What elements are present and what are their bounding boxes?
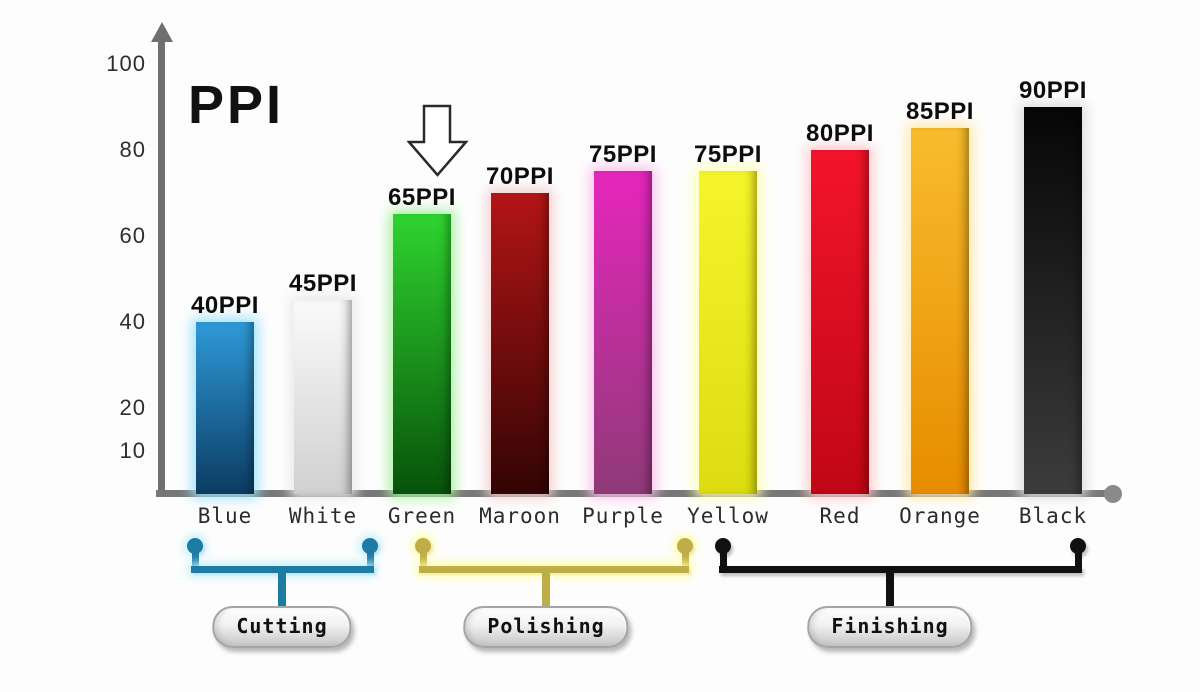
x-tick-label-purple: Purple xyxy=(582,504,664,528)
chart-title: PPI xyxy=(188,75,285,135)
bar-red xyxy=(811,150,869,494)
bar-white xyxy=(294,300,352,494)
x-tick-label-orange: Orange xyxy=(899,504,981,528)
x-tick-label-red: Red xyxy=(819,504,861,528)
bar-value-label: 70PPI xyxy=(486,163,554,190)
bar-purple xyxy=(594,171,652,494)
y-tick-label-20: 20 xyxy=(119,395,146,420)
bar-value-label: 75PPI xyxy=(589,141,657,168)
y-axis xyxy=(158,40,165,494)
bracket-stem-cutting xyxy=(278,573,286,608)
bracket-line-polishing xyxy=(419,566,689,573)
bar-value-label: 40PPI xyxy=(191,292,259,319)
x-tick-label-black: Black xyxy=(1018,504,1088,528)
bracket-stem-polishing xyxy=(542,573,550,608)
bracket-stub-finishing xyxy=(1074,546,1082,573)
group-pill-polishing: Polishing xyxy=(463,606,629,648)
bracket-stub-cutting xyxy=(366,546,374,573)
y-axis-arrowhead-icon xyxy=(151,22,173,42)
group-pill-finishing: Finishing xyxy=(807,606,973,648)
bracket-line-finishing xyxy=(719,566,1082,573)
bracket-stem-finishing xyxy=(886,573,894,608)
group-pill-cutting: Cutting xyxy=(212,606,352,648)
y-tick-label-10: 10 xyxy=(119,438,146,463)
y-tick-label-40: 40 xyxy=(119,309,146,334)
bar-yellow xyxy=(699,171,757,494)
bracket-stub-cutting xyxy=(191,546,199,573)
bar-black xyxy=(1024,107,1082,494)
x-axis-end-dot xyxy=(1104,485,1122,503)
bar-orange xyxy=(911,128,969,494)
y-tick-label-100: 100 xyxy=(106,51,146,76)
bar-maroon xyxy=(491,193,549,494)
x-tick-label-yellow: Yellow xyxy=(687,504,769,528)
y-tick-label-80: 80 xyxy=(119,137,146,162)
bar-value-label: 80PPI xyxy=(806,120,874,147)
bar-green xyxy=(393,214,451,494)
bracket-stub-polishing xyxy=(681,546,689,573)
bar-value-label: 45PPI xyxy=(289,270,357,297)
x-tick-label-blue: Blue xyxy=(197,504,253,528)
bar-value-label: 65PPI xyxy=(388,184,456,211)
bar-value-label: 85PPI xyxy=(906,98,974,125)
x-tick-label-maroon: Maroon xyxy=(479,504,561,528)
y-tick-label-60: 60 xyxy=(119,223,146,248)
bar-value-label: 90PPI xyxy=(1019,77,1087,104)
bracket-stub-polishing xyxy=(419,546,427,573)
x-tick-label-white: White xyxy=(288,504,358,528)
down-arrow-icon xyxy=(407,104,469,177)
bar-value-label: 75PPI xyxy=(694,141,762,168)
x-tick-label-green: Green xyxy=(387,504,457,528)
bracket-line-cutting xyxy=(191,566,374,573)
bracket-stub-finishing xyxy=(719,546,727,573)
bar-blue xyxy=(196,322,254,494)
